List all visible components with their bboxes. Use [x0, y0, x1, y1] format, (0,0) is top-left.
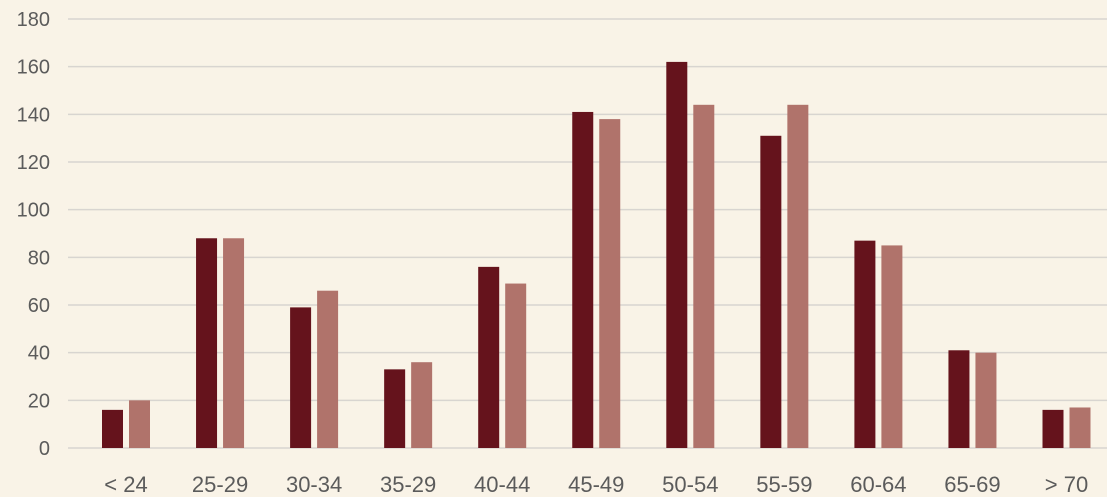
y-tick-label: 120 [17, 152, 50, 174]
bar-series1-2 [290, 307, 312, 448]
x-tick-label: 65-69 [944, 472, 1000, 497]
bar-series2-2 [317, 290, 339, 448]
bar-series1-8 [854, 240, 876, 448]
x-tick-label: 40-44 [474, 472, 530, 497]
x-tick-label: 50-54 [662, 472, 718, 497]
y-tick-label: 40 [28, 343, 50, 365]
bar-series2-4 [505, 283, 527, 448]
x-axis-ticks: < 24 25-29 30-34 35-29 40-44 45-49 50-54 55-59 6… [104, 472, 1088, 497]
y-tick-label: 180 [17, 9, 50, 31]
bar-series1-10 [1042, 409, 1064, 448]
x-tick-label: 45-49 [568, 472, 624, 497]
y-axis-ticks: 0 20 40 60 80 100 120 140 160 180 [17, 9, 50, 460]
y-tick-label: 160 [17, 57, 50, 79]
bar-series1-9 [948, 350, 970, 448]
bar-series1-5 [572, 111, 594, 448]
y-tick-label: 100 [17, 200, 50, 222]
bars [102, 61, 1091, 449]
y-tick-label: 140 [17, 104, 50, 126]
bar-series1-1 [196, 238, 218, 448]
bar-series2-7 [787, 104, 809, 449]
y-tick-label: 80 [28, 247, 50, 269]
bar-series1-4 [478, 266, 500, 448]
bar-series2-5 [599, 119, 621, 448]
bar-series2-9 [975, 352, 997, 448]
x-tick-label: 60-64 [850, 472, 906, 497]
x-tick-label: 30-34 [286, 472, 342, 497]
x-tick-label: > 70 [1045, 472, 1088, 497]
bar-series2-6 [693, 104, 715, 449]
bar-series1-3 [384, 369, 406, 448]
bar-series2-3 [411, 362, 433, 448]
bar-series2-10 [1069, 407, 1091, 448]
y-tick-label: 20 [28, 390, 50, 412]
x-tick-label: 55-59 [756, 472, 812, 497]
x-tick-label: 25-29 [192, 472, 248, 497]
y-tick-label: 0 [39, 438, 50, 460]
y-tick-label: 60 [28, 295, 50, 317]
x-tick-label: < 24 [104, 472, 147, 497]
x-tick-label: 35-29 [380, 472, 436, 497]
bar-series2-8 [881, 245, 903, 448]
bar-series2-0 [129, 400, 150, 448]
bar-series1-7 [760, 135, 782, 449]
bar-series1-0 [102, 409, 123, 448]
bar-series2-1 [223, 238, 245, 448]
bar-series1-6 [666, 61, 688, 449]
